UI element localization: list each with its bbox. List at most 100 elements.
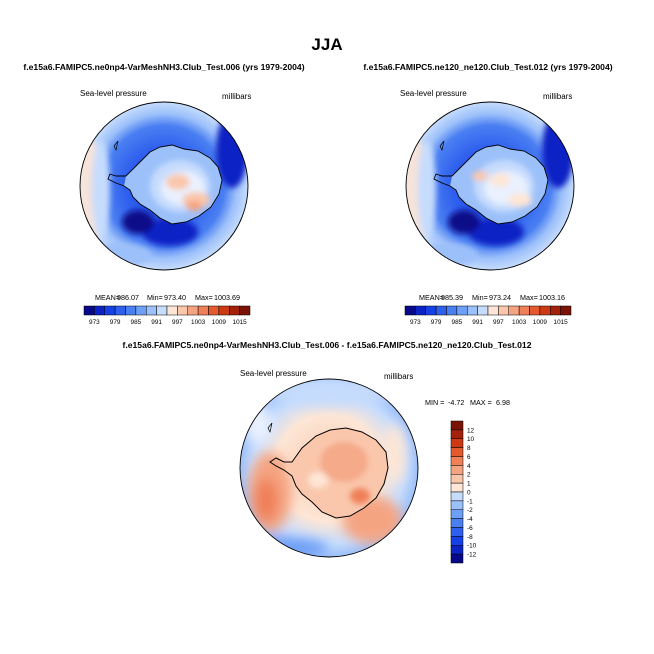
panel-1-min-value: 973.40 bbox=[164, 293, 186, 302]
panel-1-colorbar: 973 979 985 991 997 1003 1009 1015 bbox=[83, 305, 251, 326]
panel-3-min-value: -4.72 bbox=[448, 398, 464, 407]
panel-3-colorbar-tick-label: -8 bbox=[467, 534, 473, 541]
panel-1-mean-label: MEAN= bbox=[95, 293, 120, 302]
panel-1-colorbar-tick-label: 1003 bbox=[191, 319, 206, 326]
panel-2-left-label: Sea-level pressure bbox=[400, 89, 467, 98]
panel-2-colorbar-box bbox=[456, 305, 468, 316]
panel-3-colorbar-tick-label: -6 bbox=[467, 525, 473, 532]
panel-2-colorbar-box bbox=[404, 305, 416, 316]
panel-2-right-label: millibars bbox=[543, 92, 572, 101]
panel-1-colorbar-tick-label: 979 bbox=[110, 319, 121, 326]
panel-3-max-label: MAX = bbox=[470, 398, 492, 407]
panel-2-colorbar-tick-label: 997 bbox=[493, 319, 504, 326]
panel-1-max-value: 1003.69 bbox=[214, 293, 240, 302]
panel-2-colorbar-box bbox=[425, 305, 437, 316]
panel-1-colorbar-box bbox=[208, 305, 220, 316]
panel-1-colorbar-box bbox=[156, 305, 168, 316]
panel-2-mean-value: 985.39 bbox=[441, 293, 463, 302]
panel-3-max-value: 6.98 bbox=[496, 398, 510, 407]
panel-3-colorbar-box bbox=[450, 509, 464, 519]
panel-1-colorbar-box bbox=[197, 305, 209, 316]
panel-3-colorbar-box bbox=[450, 474, 464, 484]
panel-3-colorbar-box bbox=[450, 438, 464, 448]
panel-1-left-label: Sea-level pressure bbox=[80, 89, 147, 98]
panel-3-colorbar-tick-label: 0 bbox=[467, 489, 471, 496]
panel-1-colorbar-box bbox=[125, 305, 137, 316]
panel-2-colorbar-box bbox=[518, 305, 530, 316]
panel-1-max-label: Max= bbox=[195, 293, 213, 302]
panel-3-colorbar-box bbox=[450, 536, 464, 546]
panel-3-left-label: Sea-level pressure bbox=[240, 369, 307, 378]
svg-text:MEAN= 985.39 Min=: MEAN= 985.39 Min= 973.24 Max= 1003.16 bbox=[419, 293, 565, 302]
panel-3: f.e15a6.FAMIPC5.ne0np4-VarMeshNH3.Club_T… bbox=[122, 340, 532, 564]
panel-3-colorbar-tick-label: 8 bbox=[467, 445, 471, 452]
panel-2-colorbar-box bbox=[435, 305, 447, 316]
panel-2-map bbox=[406, 102, 574, 270]
panel-2-colorbar: 973 979 985 991 997 1003 1009 1015 bbox=[404, 305, 572, 326]
panel-3-colorbar-tick-label: 1 bbox=[467, 481, 471, 488]
panel-1-colorbar-box bbox=[166, 305, 178, 316]
panel-3-colorbar-tick-label: -4 bbox=[467, 516, 473, 523]
panel-3-colorbar-box bbox=[450, 518, 464, 528]
page-title: JJA bbox=[311, 35, 342, 54]
panel-3-title: f.e15a6.FAMIPC5.ne0np4-VarMeshNH3.Club_T… bbox=[122, 340, 531, 350]
panel-1-right-label: millibars bbox=[222, 92, 251, 101]
panel-1-mean-value: 986.07 bbox=[117, 293, 139, 302]
panel-2-max-value: 1003.16 bbox=[539, 293, 565, 302]
panel-1-colorbar-box bbox=[83, 305, 95, 316]
panel-1: f.e15a6.FAMIPC5.ne0np4-VarMeshNH3.Club_T… bbox=[23, 62, 304, 326]
panel-2-colorbar-box bbox=[467, 305, 478, 316]
panel-2-min-label: Min= bbox=[472, 293, 488, 302]
panel-1-colorbar-box bbox=[146, 305, 157, 316]
panel-1-colorbar-tick-label: 997 bbox=[172, 319, 183, 326]
panel-1-colorbar-box bbox=[229, 305, 240, 316]
panel-1-colorbar-tick-label: 1015 bbox=[233, 319, 248, 326]
svg-text:MIN = -4.72 MAX =: MIN = -4.72 MAX = 6.98 bbox=[425, 398, 510, 407]
panel-1-colorbar-box bbox=[94, 305, 105, 316]
panel-3-colorbar-box bbox=[450, 527, 464, 537]
panel-2-colorbar-box bbox=[477, 305, 489, 316]
panel-2-colorbar-box bbox=[560, 305, 572, 316]
panel-2-colorbar-tick-label: 973 bbox=[410, 319, 421, 326]
panel-3-colorbar-box bbox=[450, 500, 464, 510]
panel-1-colorbar-tick-label: 973 bbox=[89, 319, 100, 326]
panel-3-colorbar-tick-label: -2 bbox=[467, 507, 473, 514]
panel-1-colorbar-box bbox=[187, 305, 199, 316]
panel-2-mean-label: MEAN= bbox=[419, 293, 444, 302]
panel-1-colorbar-box bbox=[135, 305, 147, 316]
panel-2-colorbar-box bbox=[415, 305, 426, 316]
panel-2-colorbar-box bbox=[498, 305, 509, 316]
panel-1-colorbar-box bbox=[239, 305, 251, 316]
panel-2-colorbar-box bbox=[550, 305, 561, 316]
panel-3-colorbar-tick-label: -12 bbox=[467, 552, 477, 559]
panel-2-colorbar-box bbox=[508, 305, 520, 316]
panel-3-colorbar-tick-label: 6 bbox=[467, 454, 471, 461]
panel-3-map bbox=[240, 379, 418, 557]
panel-2-title: f.e15a6.FAMIPC5.ne120_ne120.Club_Test.01… bbox=[363, 62, 612, 72]
panel-3-colorbar-tick-label: -10 bbox=[467, 543, 477, 550]
panel-2-colorbar-tick-label: 1009 bbox=[533, 319, 548, 326]
panel-3-right-label: millibars bbox=[384, 372, 413, 381]
panel-1-colorbar-box bbox=[114, 305, 126, 316]
panel-1-min-label: Min= bbox=[147, 293, 163, 302]
panel-2-colorbar-tick-label: 991 bbox=[472, 319, 483, 326]
panel-3-colorbar-tick-label: 10 bbox=[467, 436, 475, 443]
panel-2-colorbar-box bbox=[539, 305, 551, 316]
panel-3-colorbar-tick-label: 4 bbox=[467, 463, 471, 470]
panel-3-colorbar-box bbox=[450, 465, 464, 475]
panel-1-colorbar-tick-label: 985 bbox=[131, 319, 142, 326]
panel-1-colorbar-tick-label: 991 bbox=[151, 319, 162, 326]
svg-text:MEAN= 986.07 Min=: MEAN= 986.07 Min= 973.40 Max= 1003.69 bbox=[95, 293, 240, 302]
panel-2: f.e15a6.FAMIPC5.ne120_ne120.Club_Test.01… bbox=[363, 62, 612, 326]
panel-3-colorbar: 12 10 8 6 4 2 10 -1 -2 -4 -6 -8 -10 -12 bbox=[450, 420, 477, 564]
panel-3-colorbar-box bbox=[450, 482, 464, 493]
panel-3-colorbar-box bbox=[450, 545, 464, 555]
panel-2-min-value: 973.24 bbox=[489, 293, 511, 302]
panel-3-colorbar-box bbox=[450, 491, 464, 502]
panel-2-colorbar-box bbox=[446, 305, 458, 316]
panel-3-colorbar-box bbox=[450, 447, 464, 457]
panel-1-colorbar-box bbox=[177, 305, 188, 316]
panel-3-colorbar-tick-label: 12 bbox=[467, 427, 475, 434]
panel-3-colorbar-tick-label: 2 bbox=[467, 472, 471, 479]
panel-2-max-label: Max= bbox=[520, 293, 538, 302]
